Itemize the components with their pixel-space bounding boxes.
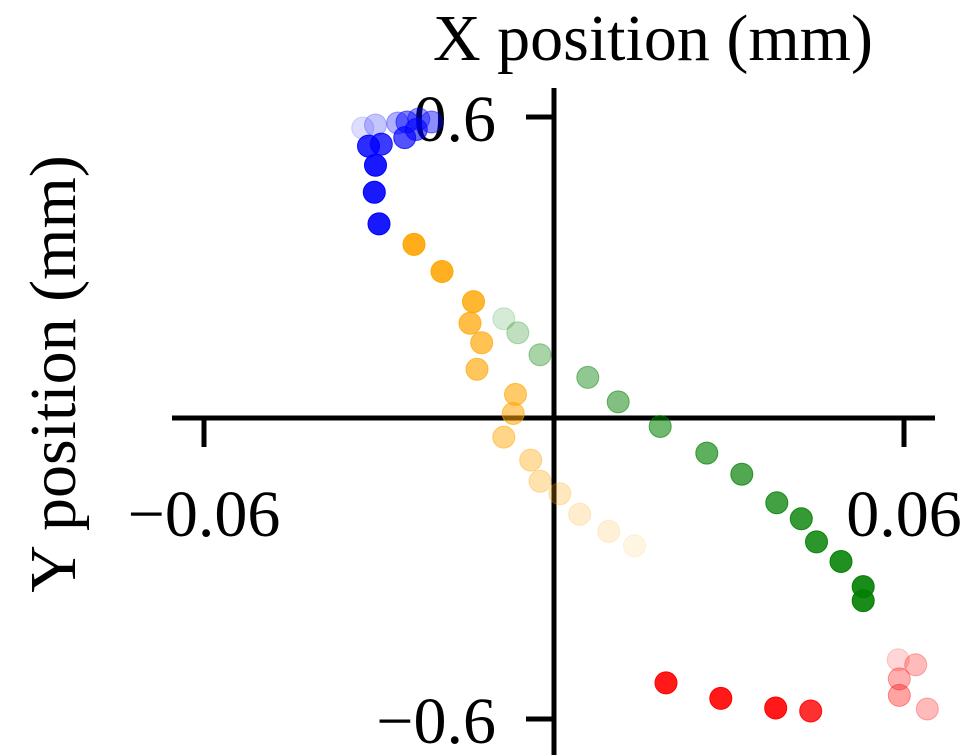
data-point (519, 448, 543, 472)
data-point (851, 575, 875, 599)
data-point (369, 132, 393, 156)
data-point (829, 550, 853, 573)
data-point (730, 462, 754, 486)
data-point (501, 402, 525, 425)
data-point (805, 530, 828, 554)
data-point (799, 699, 823, 723)
data-point (695, 441, 719, 465)
data-point (506, 321, 530, 345)
data-point (623, 534, 646, 558)
data-point (465, 357, 489, 381)
data-points (351, 107, 939, 723)
data-point (654, 671, 678, 695)
x-tick-label: −0.06 (128, 478, 281, 551)
data-point (904, 653, 928, 677)
data-point (386, 111, 410, 135)
data-point (492, 307, 516, 331)
data-point (351, 116, 375, 140)
data-point (458, 311, 482, 335)
data-point (470, 331, 494, 355)
data-point (764, 696, 788, 720)
data-point (789, 507, 813, 531)
data-point (528, 343, 552, 367)
data-point (765, 491, 789, 515)
data-point (395, 110, 419, 134)
data-point (407, 107, 431, 131)
data-point (568, 502, 592, 526)
data-point (364, 113, 387, 137)
data-point (430, 260, 454, 283)
data-point (402, 232, 426, 256)
data-point (576, 365, 600, 389)
data-point (362, 180, 386, 204)
data-point (887, 683, 911, 707)
x-axis-label: X position (mm) (433, 2, 873, 75)
data-point (528, 469, 552, 493)
x-tick-label: 0.06 (846, 478, 962, 551)
data-point (420, 110, 443, 134)
data-point (648, 415, 672, 438)
y-tick-label: 0.6 (414, 83, 497, 156)
data-point (404, 118, 428, 141)
data-point (462, 290, 485, 314)
data-point (606, 390, 630, 414)
data-point (886, 648, 910, 672)
data-point (367, 212, 391, 236)
y-tick-label: −0.6 (376, 685, 496, 755)
data-point (597, 519, 621, 543)
axis-ticks: −0.06 0.06 0.6 −0.6 (128, 83, 962, 755)
data-point (548, 482, 572, 506)
data-point (504, 382, 527, 406)
data-point (887, 667, 911, 691)
y-axis-label: Y position (mm) (17, 155, 90, 593)
data-point (492, 425, 516, 449)
data-point (709, 686, 733, 710)
data-point (915, 697, 939, 721)
